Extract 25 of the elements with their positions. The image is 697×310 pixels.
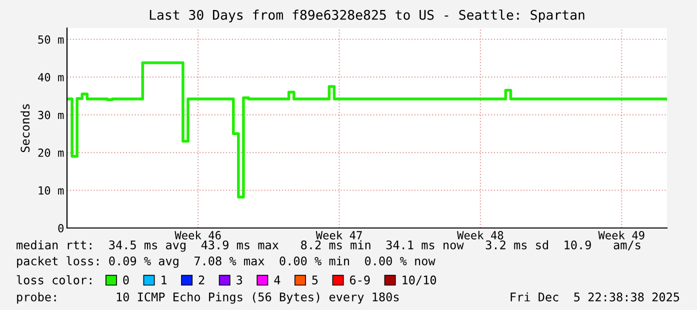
y-tick-label: 20 m [38,148,64,157]
text: median rtt: 34.5 ms avg 43.9 ms max 8.2 ms min 34.1 ms now 3.2 ms sd 10.9 am/s [16,240,640,252]
y-axis-title: Seconds [20,104,30,152]
x-tick-label: Week 47 [316,230,362,240]
legend-label: 5 [312,276,318,284]
legend-label: 4 [274,276,280,284]
legend-label: 3 [236,276,242,284]
legend-label: 1 [162,276,167,284]
legend-label: 0 [123,276,129,284]
chart-title: Last 30 Days from f89e6328e825 to US - Seattle: Spartan [150,10,584,22]
text: packet loss: 0.09 % avg 7.08 % max 0.00 % min 0.00 % now [17,256,436,268]
legend-label: 2 [198,276,204,284]
y-tick-label: 50 m [38,35,64,44]
legend-label: 6-9 [350,276,370,284]
y-tick-label: 40 m [38,73,64,82]
y-tick-label: 0 [58,224,64,232]
legend-label: 10/10 [402,276,436,286]
x-tick-label: Week 46 [174,230,221,240]
text: Fri Dec 5 22:38:38 2025 [510,292,680,302]
x-tick-label: Week 49 [598,230,644,240]
y-tick-label: 10 m [38,186,64,195]
x-tick-label: Week 48 [457,230,504,240]
text: probe: 10 ICMP Echo Pings (56 Bytes) every 180s [17,292,399,304]
y-tick-label: 30 m [38,110,64,120]
legend-title: loss color: [16,275,92,284]
